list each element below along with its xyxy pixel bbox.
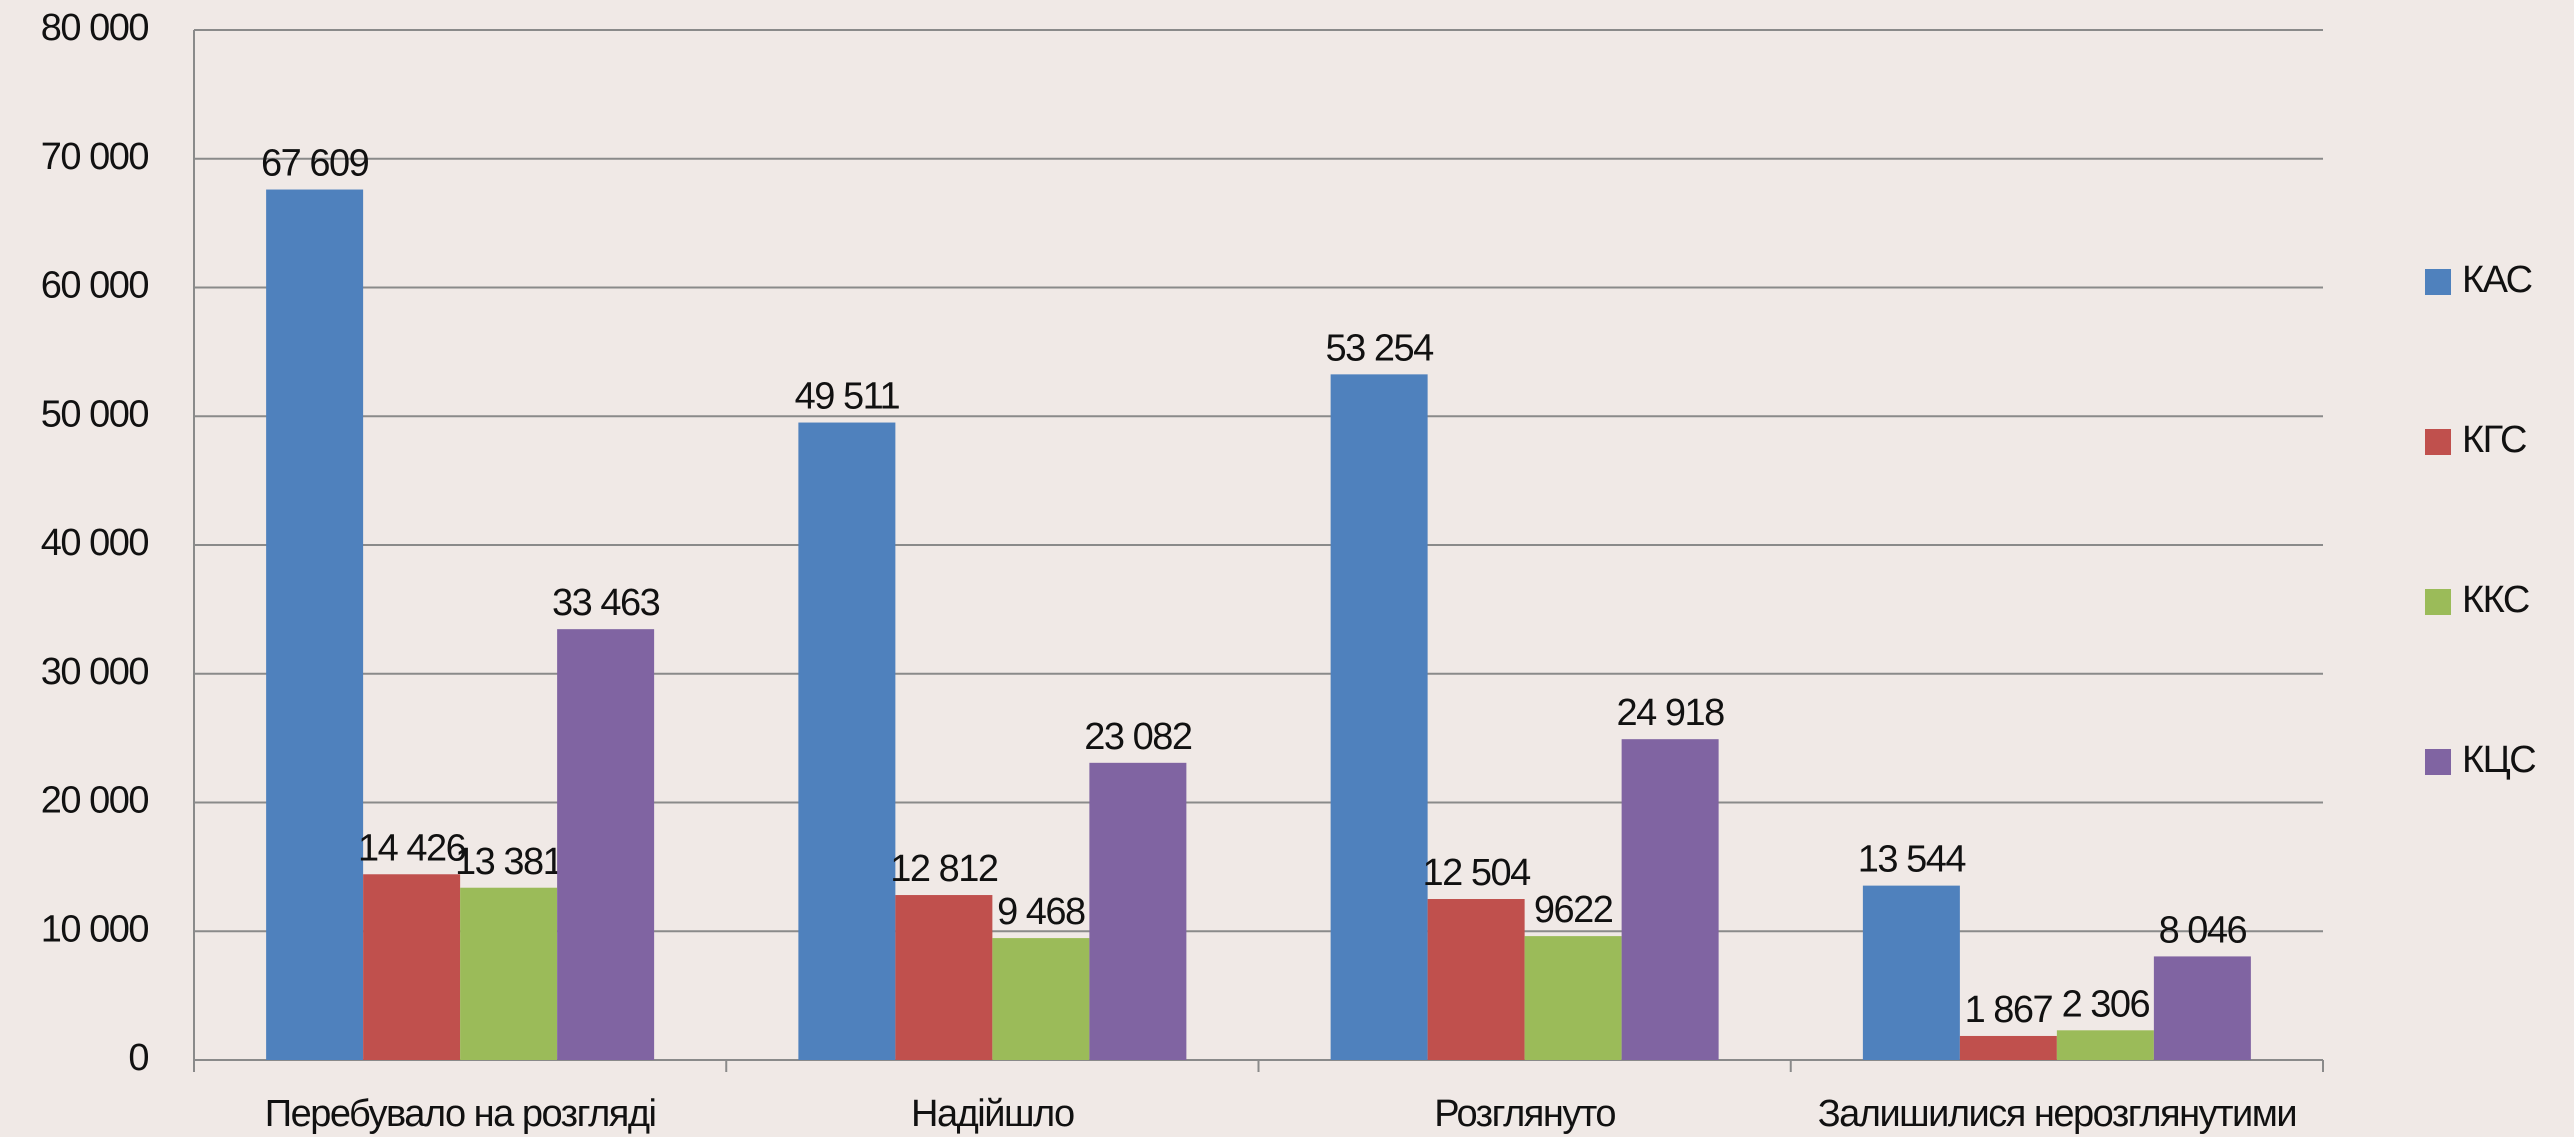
legend-swatch (2425, 589, 2451, 615)
bar (798, 422, 896, 1060)
bar (266, 189, 364, 1060)
bar (992, 938, 1090, 1060)
data-label: 67 609 (261, 143, 369, 185)
x-tick-label: Надійшло (911, 1093, 1074, 1135)
data-label: 1 867 (1965, 989, 2053, 1031)
y-tick-label: 80 000 (41, 7, 149, 49)
y-tick-label: 10 000 (41, 908, 149, 950)
legend-label: КАС (2462, 259, 2532, 301)
data-label: 2 306 (2062, 983, 2150, 1025)
data-label: 13 544 (1858, 839, 1967, 881)
data-label: 33 463 (552, 582, 660, 624)
bar (1959, 1035, 2057, 1060)
legend-swatch (2425, 749, 2451, 775)
legend-swatch (2425, 269, 2451, 295)
x-tick-label: Залишилися нерозглянутими (1818, 1093, 2296, 1135)
bar (1524, 936, 1622, 1060)
legend-label: ККС (2462, 579, 2529, 621)
legend-label: КГС (2462, 419, 2526, 461)
data-label: 12 504 (1423, 852, 1532, 894)
bar (2153, 956, 2251, 1060)
data-label: 14 426 (358, 827, 466, 869)
data-label: 13 381 (455, 841, 563, 883)
data-label: 49 511 (795, 376, 900, 418)
bar (557, 629, 655, 1060)
data-label: 8 046 (2159, 909, 2247, 951)
bar (2056, 1030, 2154, 1060)
y-tick-label: 60 000 (41, 265, 149, 307)
y-tick-label: 70 000 (41, 136, 149, 178)
data-label: 23 082 (1084, 716, 1192, 758)
bar (895, 895, 993, 1060)
bar (1862, 885, 1960, 1060)
y-tick-label: 30 000 (41, 651, 149, 693)
data-label: 9622 (1534, 889, 1613, 931)
bar (363, 874, 461, 1060)
y-tick-label: 40 000 (41, 522, 149, 564)
bar (1621, 739, 1719, 1060)
legend-swatch (2425, 429, 2451, 455)
y-tick-label: 50 000 (41, 393, 149, 435)
bar (1427, 899, 1525, 1060)
data-label: 12 812 (890, 848, 998, 890)
x-tick-label: Розглянуто (1434, 1093, 1615, 1135)
bar (460, 887, 558, 1060)
data-label: 24 918 (1617, 692, 1725, 734)
y-tick-label: 20 000 (41, 780, 149, 822)
legend-label: КЦС (2462, 739, 2535, 781)
data-label: 53 254 (1326, 327, 1435, 369)
y-tick-label: 0 (128, 1037, 148, 1079)
bar (1089, 762, 1187, 1060)
bar (1330, 374, 1428, 1060)
data-label: 9 468 (997, 891, 1085, 933)
x-tick-label: Перебувало на розгляді (265, 1093, 656, 1135)
